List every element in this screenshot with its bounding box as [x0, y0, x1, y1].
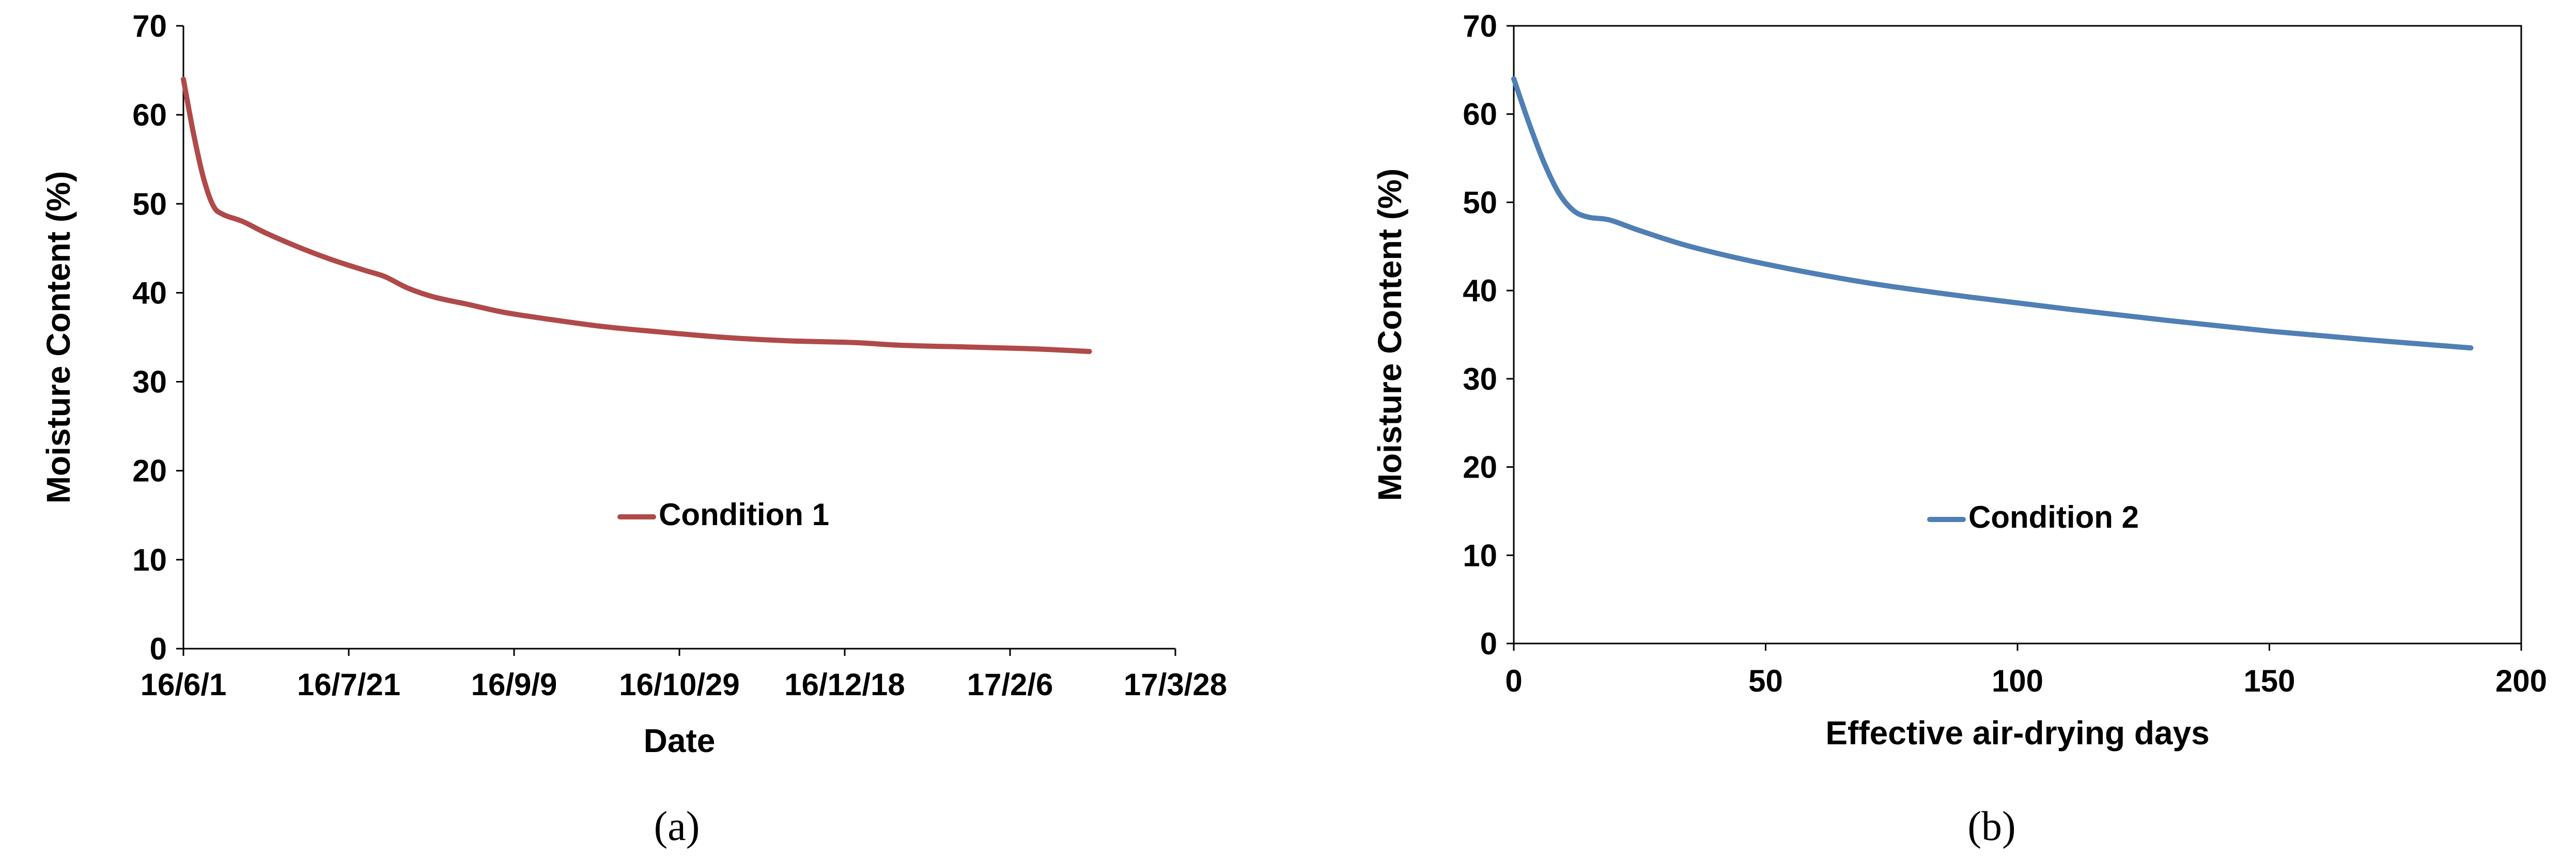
chart-a-x-axis-title: Date [644, 722, 716, 759]
chart-b-panel-label: (b) [1967, 804, 2015, 849]
chart-b-y-tick-label: 10 [1463, 538, 1497, 573]
chart-a-y-tick-label: 60 [132, 98, 167, 132]
chart-b-plot-frame [1513, 25, 2522, 645]
chart-a-x-tick-label: 17/2/6 [967, 667, 1053, 702]
chart-a-y-tick-label: 50 [132, 187, 167, 221]
chart-a-x-tick-label: 17/3/28 [1124, 667, 1227, 702]
chart-a-series-condition-1-line [181, 76, 1092, 354]
chart-b-x-tick-label: 100 [1992, 664, 2043, 698]
chart-b-x-tick-label: 50 [1748, 664, 1783, 698]
chart-a-x-tick-label: 16/12/18 [784, 667, 905, 702]
chart-b-y-tick-label: 40 [1463, 273, 1497, 308]
chart-a-x-axis: 16/6/1 16/7/21 16/9/9 16/10/29 16/12/18 17/2/… [141, 649, 1227, 702]
chart-b-x-axis: 0 50 100 150 200 [1505, 644, 2547, 698]
chart-a-x-tick-label: 16/10/29 [619, 667, 740, 702]
chart-b-y-tick-label: 60 [1463, 97, 1497, 132]
chart-a: 0 10 20 30 40 50 60 70 16/6/1 16/7/21 16/9/9 16/10… [40, 9, 1227, 849]
chart-b-x-tick-label: 0 [1505, 664, 1522, 698]
chart-a-y-tick-label: 10 [132, 543, 167, 577]
chart-a-x-tick-label: 16/9/9 [471, 667, 557, 702]
chart-a-y-tick-label: 40 [132, 275, 167, 310]
chart-b-y-tick-label: 20 [1463, 450, 1497, 485]
chart-b-y-tick-label: 70 [1463, 9, 1497, 43]
chart-a-y-tick-label: 0 [150, 632, 167, 666]
chart-b-y-tick-label: 50 [1463, 185, 1497, 220]
chart-b-series-condition-2-line [1511, 76, 2474, 351]
chart-a-panel-label: (a) [654, 804, 700, 849]
chart-b-y-tick-label: 30 [1463, 362, 1497, 396]
chart-a-legend-label-condition-1: Condition 1 [659, 497, 829, 532]
chart-a-x-tick-label: 16/7/21 [297, 667, 400, 702]
chart-b-x-tick-label: 150 [2243, 664, 2295, 698]
chart-a-x-tick-label: 16/6/1 [141, 667, 227, 702]
chart-a-y-axis-title: Moisture Content (%) [40, 171, 77, 504]
chart-b-y-axis-title: Moisture Content (%) [1371, 168, 1408, 501]
chart-a-y-tick-label: 20 [132, 454, 167, 488]
chart-a-y-tick-label: 30 [132, 365, 167, 400]
chart-b-legend-label-condition-2: Condition 2 [1968, 500, 2139, 534]
chart-b-y-axis: 0 10 20 30 40 50 60 70 [1463, 9, 1514, 661]
chart-b-y-tick-label: 0 [1480, 626, 1497, 661]
chart-a-y-tick-label: 70 [132, 9, 167, 43]
chart-a-y-axis: 0 10 20 30 40 50 60 70 [132, 9, 183, 666]
chart-b: 0 10 20 30 40 50 60 70 0 50 100 150 200 Moisture Co… [1371, 9, 2547, 849]
chart-b-x-axis-title: Effective air-drying days [1825, 714, 2209, 752]
chart-b-x-tick-label: 200 [2495, 664, 2547, 698]
